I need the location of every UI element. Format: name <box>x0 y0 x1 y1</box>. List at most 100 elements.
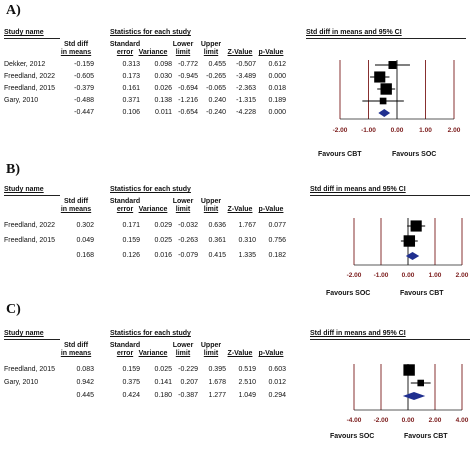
cell-lower: -0.772 <box>178 61 198 68</box>
forest-title: Std diff in means and 95% CI <box>310 186 406 193</box>
col-header-lower: Lower limit <box>172 342 194 357</box>
tick-label: -2.00 <box>347 272 362 279</box>
cell-z: -2.363 <box>236 85 256 92</box>
cell-p: 0.000 <box>268 109 286 116</box>
cell-se: 0.173 <box>122 73 140 80</box>
forest-plot: -2.00 -1.00 0.00 1.00 2.00 <box>347 218 469 279</box>
forest-title: Std diff in means and 95% CI <box>306 29 402 36</box>
study-marker <box>403 364 415 376</box>
cell-lower: -0.263 <box>178 237 198 244</box>
cell-upper: -0.265 <box>206 73 226 80</box>
cell-study: Dekker, 2012 <box>4 61 46 68</box>
study-marker <box>388 61 397 69</box>
cell-lower: -0.945 <box>178 73 198 80</box>
col-header-z: Z-Value <box>227 206 253 213</box>
tick-label: 0.00 <box>391 127 404 134</box>
cell-lower: 0.207 <box>180 379 198 386</box>
cell-se: 0.371 <box>122 97 140 104</box>
cell-z: -3.489 <box>236 73 256 80</box>
col-header-se: Standard error <box>109 41 141 56</box>
cell-z: 0.310 <box>238 237 256 244</box>
cell-upper: -0.065 <box>206 85 226 92</box>
header-rule <box>4 339 60 340</box>
cell-p: 0.018 <box>268 85 286 92</box>
cell-study: Gary, 2010 <box>4 379 39 386</box>
header-rule <box>306 38 466 39</box>
cell-se: 0.159 <box>122 366 140 373</box>
cell-p: 0.294 <box>268 392 286 399</box>
summary-diamond <box>378 109 391 117</box>
tick-label: -1.00 <box>361 127 376 134</box>
tick-label: 1.00 <box>429 272 442 279</box>
cell-se: 0.106 <box>122 109 140 116</box>
cell-z: -0.507 <box>236 61 256 68</box>
favours-right-label: Favours CBT <box>400 290 444 297</box>
cell-se: 0.126 <box>122 252 140 259</box>
tick-label: 4.00 <box>456 417 469 424</box>
favours-left-label: Favours CBT <box>318 151 362 158</box>
study-name-header: Study name <box>4 330 44 337</box>
col-header-variance: Variance <box>138 350 168 357</box>
study-marker <box>374 71 386 83</box>
cell-std-diff: 0.302 <box>76 222 94 229</box>
panel-b: B) Study name Statistics for each study … <box>0 160 474 300</box>
summary-diamond <box>402 392 426 400</box>
col-header-variance: Variance <box>138 49 168 56</box>
tick-label: 2.00 <box>456 272 469 279</box>
col-header-std-diff: Std diff in means <box>60 198 92 213</box>
panel-label: C) <box>6 302 21 317</box>
cell-std-diff: -0.605 <box>74 73 94 80</box>
cell-p: 0.612 <box>268 61 286 68</box>
study-marker <box>380 83 392 95</box>
cell-std-diff: -0.447 <box>74 109 94 116</box>
cell-p: 0.189 <box>268 97 286 104</box>
cell-variance: 0.026 <box>154 85 172 92</box>
cell-variance: 0.138 <box>154 97 172 104</box>
statistics-header: Statistics for each study <box>110 186 191 193</box>
cell-upper: 0.636 <box>208 222 226 229</box>
tick-label: 2.00 <box>448 127 461 134</box>
tick-label: -2.00 <box>333 127 348 134</box>
cell-lower: -1.216 <box>178 97 198 104</box>
cell-upper: -0.240 <box>206 109 226 116</box>
col-header-p: p-Value <box>258 350 284 357</box>
cell-upper: 0.395 <box>208 366 226 373</box>
header-rule <box>310 195 470 196</box>
col-header-lower: Lower limit <box>172 41 194 56</box>
cell-std-diff: 0.083 <box>76 366 94 373</box>
cell-study: Gary, 2010 <box>4 97 39 104</box>
tick-label: 1.00 <box>419 127 432 134</box>
study-name-header: Study name <box>4 186 44 193</box>
panel-label: A) <box>6 3 21 18</box>
cell-std-diff: -0.159 <box>74 61 94 68</box>
cell-variance: 0.011 <box>155 109 172 116</box>
study-marker <box>403 235 416 247</box>
col-header-std-diff: Std diff in means <box>60 342 92 357</box>
cell-study: Freedland, 2015 <box>4 85 55 92</box>
cell-p: 0.756 <box>268 237 286 244</box>
cell-study: Freedland, 2022 <box>4 73 55 80</box>
cell-upper: 0.240 <box>208 97 226 104</box>
forest-title: Std diff in means and 95% CI <box>310 330 406 337</box>
cell-z: -4.228 <box>236 109 256 116</box>
cell-variance: 0.029 <box>154 222 172 229</box>
tick-label: 0.00 <box>402 417 415 424</box>
cell-upper: 1.678 <box>208 379 226 386</box>
forest-plot: -2.00 -1.00 0.00 1.00 2.00 <box>333 60 461 134</box>
cell-variance: 0.030 <box>154 73 172 80</box>
cell-se: 0.159 <box>122 237 140 244</box>
cell-upper: 0.361 <box>208 237 226 244</box>
cell-upper: 0.455 <box>208 61 226 68</box>
cell-variance: 0.025 <box>154 366 172 373</box>
col-header-std-diff: Std diff in means <box>60 41 92 56</box>
cell-z: 1.767 <box>238 222 256 229</box>
col-header-z: Z-Value <box>227 350 253 357</box>
cell-variance: 0.180 <box>154 392 172 399</box>
cell-lower: -0.229 <box>178 366 198 373</box>
study-marker <box>379 97 387 105</box>
cell-study: Freedland, 2015 <box>4 237 55 244</box>
col-header-z: Z-Value <box>227 49 253 56</box>
cell-z: 0.519 <box>238 366 256 373</box>
cell-p: 0.182 <box>268 252 286 259</box>
cell-lower: -0.654 <box>178 109 198 116</box>
